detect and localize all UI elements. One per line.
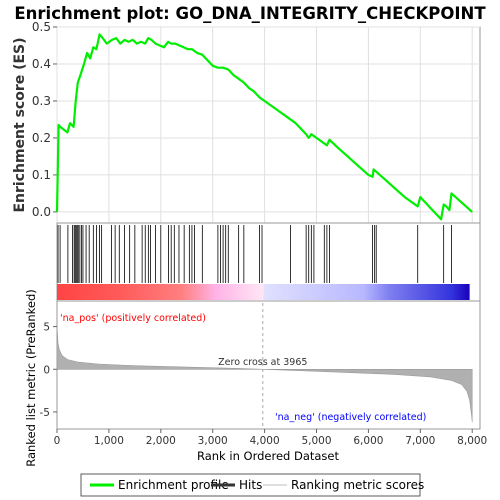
enrichment-profile-series	[55, 33, 473, 221]
es-ytick-label: 0.3	[32, 94, 51, 108]
enrichment-profile-line	[55, 33, 473, 221]
es-ytick-label: 0.0	[32, 205, 51, 219]
es-ytick-label: 0.4	[32, 57, 51, 71]
metric-ytick-label: -5	[40, 407, 50, 419]
es-yticks: 0.0 0.1 0.2 0.3 0.4 0.5	[32, 20, 57, 219]
chart-title: Enrichment plot: GO_DNA_INTEGRITY_CHECKP…	[14, 4, 486, 23]
negative-correlation-label: 'na_neg' (negatively correlated)	[275, 412, 426, 423]
x-tick-label: 5,000	[301, 435, 331, 447]
positive-correlation-label: 'na_pos' (positively correlated)	[60, 313, 206, 324]
legend-box	[80, 473, 421, 497]
legend-label: Enrichment profile	[118, 478, 229, 492]
es-ytick-label: 0.2	[32, 131, 51, 145]
es-grid	[56, 26, 480, 223]
x-tick-label: 0	[54, 435, 61, 447]
x-tick-label: 8,000	[457, 435, 487, 447]
ranking-metric-area	[56, 324, 473, 423]
ranking-metric-fill	[56, 324, 473, 423]
x-tick-label: 6,000	[353, 435, 383, 447]
x-tick-label: 7,000	[405, 435, 435, 447]
x-tick-label: 2,000	[146, 435, 176, 447]
legend-label: Hits	[239, 478, 262, 492]
x-tick-label: 1,000	[94, 435, 124, 447]
es-ytick-label: 0.5	[32, 20, 51, 34]
es-ytick-label: 0.1	[32, 168, 51, 182]
metric-ytick-label: 0	[43, 364, 50, 376]
metric-panel-frame	[56, 300, 481, 430]
metric-axis-label: Ranked list metric (PreRanked)	[24, 289, 38, 467]
heatmap-rect	[57, 284, 470, 300]
zero-cross-label: Zero cross at 3965	[218, 357, 307, 368]
x-tick-label: 4,000	[250, 435, 280, 447]
x-tick-label: 3,000	[198, 435, 228, 447]
x-axis-ticks: 0 1,000 2,000 3,000 4,000 5,000 6,000 7,000 8,00…	[54, 429, 487, 447]
hits-marks	[57, 225, 452, 283]
legend-label: Ranking metric scores	[291, 478, 424, 492]
metric-yticks: -5 0 5	[40, 322, 57, 419]
legend: Enrichment profile Hits Ranking metric sco…	[90, 478, 424, 492]
rank-heatmap-bar	[57, 284, 470, 300]
metric-ytick-label: 5	[43, 322, 50, 334]
x-axis-label: Rank in Ordered Dataset	[197, 449, 340, 463]
es-panel-frame	[56, 26, 481, 224]
es-axis-label: Enrichment score (ES)	[12, 37, 28, 212]
